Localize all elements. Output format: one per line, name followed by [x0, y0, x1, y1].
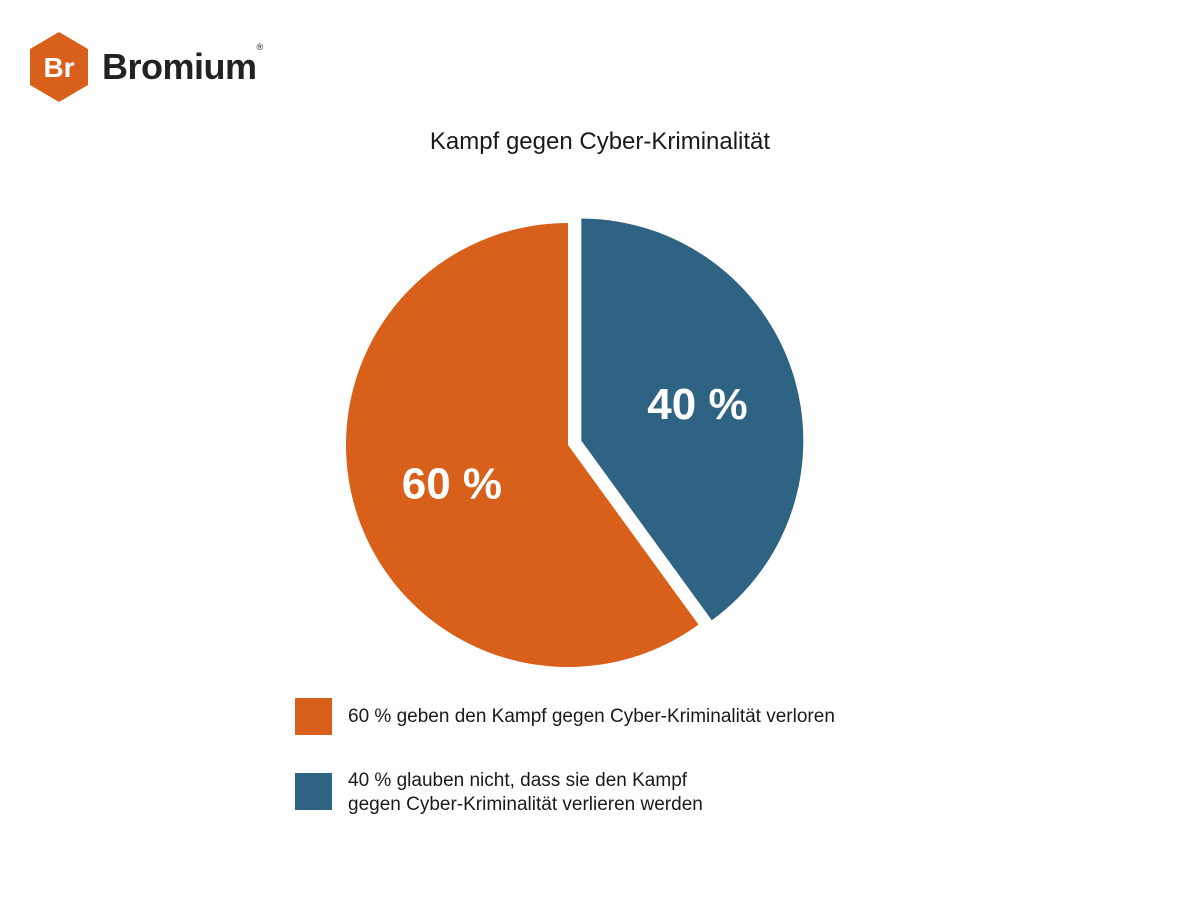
pie-slice-40 [581, 218, 804, 621]
legend-swatch [295, 698, 332, 735]
legend-swatch [295, 773, 332, 810]
pie-data-label-60: 60 % [402, 460, 502, 509]
brand-name-text: Bromium [102, 46, 257, 87]
legend-item: 40 % glauben nicht, dass sie den Kampf g… [295, 770, 835, 817]
legend-label: 60 % geben den Kampf gegen Cyber-Krimina… [348, 706, 835, 727]
chart-title: Kampf gegen Cyber-Kriminalität [429, 128, 771, 155]
registered-mark: ® [256, 42, 264, 52]
legend-item: 60 % geben den Kampf gegen Cyber-Krimina… [295, 698, 835, 735]
bromium-hexagon-icon: Br [30, 32, 88, 102]
legend-label: 40 % glauben nicht, dass sie den Kampf g… [348, 770, 703, 815]
pie-slice-60 [345, 223, 699, 667]
pie-data-label-40: 40 % [647, 380, 747, 429]
brand-name: Bromium® [102, 42, 263, 88]
bromium-logo: Br Bromium® [28, 30, 263, 104]
logo-mark-text: Br [43, 52, 74, 83]
legend: 60 % geben den Kampf gegen Cyber-Krimina… [295, 698, 835, 855]
